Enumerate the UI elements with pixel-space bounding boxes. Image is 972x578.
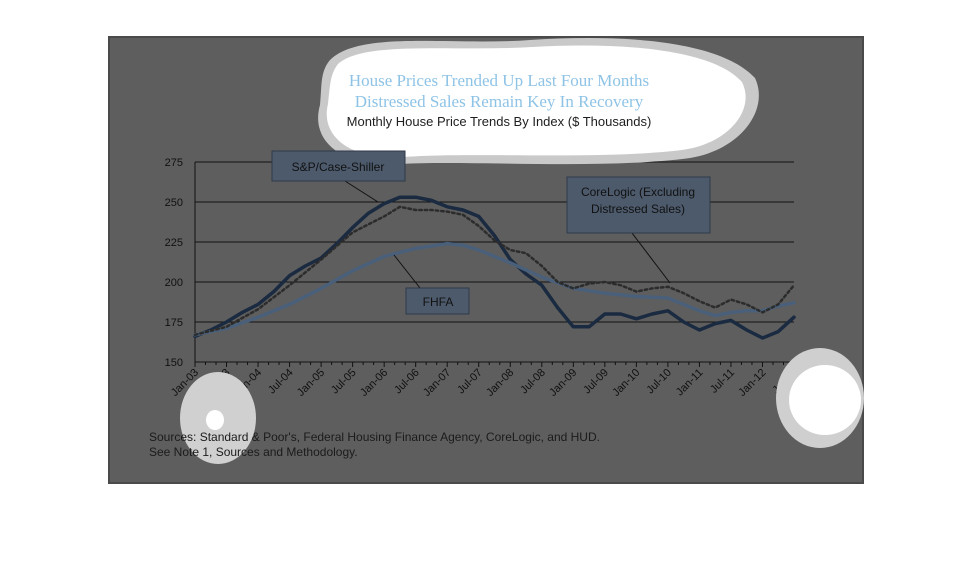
x-tick-label: Jan-12 [736,367,768,399]
x-tick-label: Jul-11 [708,367,737,396]
series-lines [193,195,796,340]
x-tick-label: Jul-07 [455,367,485,397]
y-axis-tick-labels: 150 175 200 225 250 275 [165,157,183,369]
y-tick-label: 275 [165,157,183,169]
case-shiller-callout-label: S&P/Case-Shiller [292,160,385,174]
series-line-fhfa [193,241,796,337]
x-tick-label: Jan-10 [610,367,642,399]
case-shiller-callout-box [271,150,406,182]
x-tick-label: Jan-11 [674,367,706,399]
y-tick-label: 175 [165,317,183,329]
x-tick-label: Jul-04 [266,367,296,397]
chart-title-line-1: House Prices Trended Up Last Four Months [349,71,649,90]
x-tick-label: Jul-05 [329,367,359,397]
x-tick-label: Jul-08 [518,367,548,397]
corelogic-callout-label-line-2: Distressed Sales) [591,202,685,216]
y-tick-label: 225 [165,237,183,249]
x-axis-tick-labels: Jan-03Jul-03Jan-04Jul-04Jan-05Jul-05Jan-… [169,367,800,399]
x-tick-label: Jul-09 [581,367,611,397]
x-tick-label: Jan-07 [421,367,453,399]
y-tick-label: 250 [165,197,183,209]
series-line-s-p-case-shiller [193,195,796,340]
x-tick-label: Jan-08 [484,367,516,399]
chart-title-line-2: Distressed Sales Remain Key In Recovery [355,92,644,111]
x-tick-label: Jul-06 [392,367,422,397]
x-axis-tick-marks [194,362,795,367]
chart-subtitle: Monthly House Price Trends By Index ($ T… [347,114,652,129]
fhfa-callout-label: FHFA [423,295,454,309]
x-tick-label: Jul-10 [644,367,674,397]
corelogic-leader-line [631,232,671,284]
x-tick-label: Jan-09 [547,367,579,399]
decorative-blob-left-hole [206,410,224,430]
series-line-corelogic-excluding-distressed-sales [193,205,796,337]
x-tick-label: Jan-06 [358,367,390,399]
fhfa-leader-line [393,254,421,289]
sources-line-2: See Note 1, Sources and Methodology. [149,445,358,459]
corelogic-callout-box [566,176,711,234]
corelogic-callout-label-line-1: CoreLogic (Excluding [581,185,695,199]
sources-line-1: Sources: Standard & Poor's, Federal Hous… [149,430,600,444]
fhfa-callout-box [405,287,470,315]
gridlines [195,161,794,323]
decorative-blob-right-inner [789,365,861,435]
x-tick-label: Jan-05 [295,367,327,399]
y-tick-label: 150 [165,357,183,369]
case-shiller-leader-line [344,180,379,203]
y-tick-label: 200 [165,277,183,289]
title-cloud [326,45,746,158]
